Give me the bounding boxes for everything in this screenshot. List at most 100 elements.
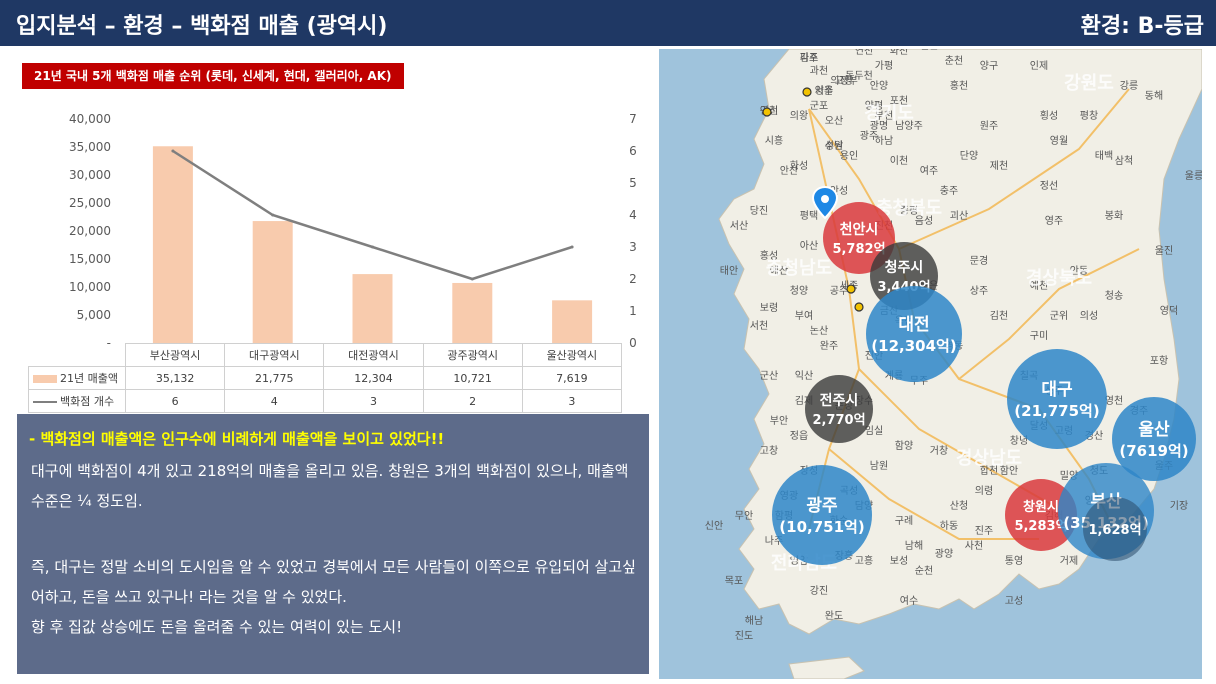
map-bubble-daejeon[interactable]: 대전 (12,304억) — [866, 286, 962, 382]
bubble-city-name: 울산 — [1138, 420, 1170, 440]
map-place-label: 함양 — [895, 440, 913, 452]
map-bubble-changwon[interactable]: 창원시 5,283억 — [1005, 479, 1077, 551]
line-swatch-icon — [33, 401, 57, 403]
map-place-label: 과천 — [810, 65, 828, 77]
map-canvas: 파주의정부서울인천수원안성평택당진서산이천여주원주횡성평창강릉동해태백제천충주영… — [705, 49, 1202, 679]
y-tick-label: - — [107, 336, 111, 350]
jeju-island — [788, 656, 865, 679]
y2-tick-label: 5 — [629, 176, 637, 190]
map-place-label: 양구 — [980, 60, 998, 72]
map-place-label: 보령 — [760, 302, 778, 314]
map-place-label: 김천 — [990, 310, 1008, 322]
header-bar: 입지분석 – 환경 – 백화점 매출 (광역시) 환경: B-등급 — [0, 0, 1216, 46]
map-place-label: 남양주 — [895, 120, 923, 132]
map-place-label: 산청 — [950, 500, 968, 512]
map-place-label: 군위 — [1050, 309, 1068, 322]
bubble-circle — [1083, 497, 1147, 561]
table-cell: 3 — [521, 389, 623, 413]
map-bubble-ulsan[interactable]: 울산 (7619억) — [1112, 397, 1196, 481]
map-place-label: 충주 — [940, 185, 958, 197]
page-title: 입지분석 – 환경 – 백화점 매출 (광역시) — [16, 14, 388, 39]
bar-swatch-icon — [33, 375, 57, 383]
map-place-label: 완도 — [825, 610, 843, 622]
table-cell: 3 — [323, 389, 424, 413]
map-place-label: 익산 — [795, 370, 813, 382]
bubble-sales-value: (21,775억) — [1014, 402, 1099, 420]
map-place-label: 고성 — [1005, 595, 1023, 607]
map-place-label: 횡성 — [1040, 110, 1058, 122]
map-place-label: 논산 — [810, 325, 828, 337]
y-tick-label: 10,000 — [69, 280, 111, 294]
y2-tick-label: 1 — [629, 304, 637, 318]
table-corner — [28, 343, 126, 367]
map-place-label: 동두천 — [845, 70, 873, 82]
map-place-label: 통영 — [1005, 555, 1023, 567]
korea-map[interactable]: 파주의정부서울인천수원안성평택당진서산이천여주원주횡성평창강릉동해태백제천충주영… — [659, 49, 1202, 679]
map-place-label: 당진 — [750, 205, 768, 217]
bubble-city-name: 창원시 — [1023, 499, 1059, 515]
table-cell: 35,132 — [124, 366, 226, 390]
map-place-label: 양평 — [865, 100, 883, 112]
table-header-row: 부산광역시 대구광역시 대전광역시 광주광역시 울산광역시 — [28, 343, 623, 367]
map-place-label: 성남 — [825, 140, 843, 152]
table-cell: 21,775 — [224, 366, 325, 390]
bubble-city-name: 청주시 — [885, 260, 924, 276]
bubble-circle — [772, 465, 872, 565]
map-place-label: 합천 — [980, 465, 998, 477]
map-place-label: 서산 — [730, 220, 748, 232]
map-place-label: 서울 — [815, 85, 833, 97]
chart-title-badge: 21년 국내 5개 백화점 매출 순위 (롯데, 신세계, 현대, 갤러리아, … — [22, 63, 404, 89]
legend-sales-label: 21년 매출액 — [60, 372, 118, 385]
table-cell: 4 — [224, 389, 325, 413]
line-point-대구광역시 — [271, 213, 275, 217]
line-point-대전광역시 — [371, 245, 374, 249]
map-place-label: 안양 — [870, 80, 888, 92]
bubble-city-name: 천안시 — [840, 221, 879, 238]
map-place-label: 철원 — [920, 49, 938, 52]
bubble-circle — [866, 286, 962, 382]
bubble-circle — [1005, 479, 1077, 551]
map-bubble-jeonju[interactable]: 전주시 2,770억 — [805, 375, 873, 443]
insight-note-panel: - 백화점의 매출액은 인구수에 비례하게 매출액을 보이고 있었다!! 대구에… — [17, 414, 649, 674]
bar-울산광역시 — [552, 300, 593, 343]
table-category: 광주광역시 — [422, 343, 523, 367]
map-place-label: 목포 — [725, 575, 743, 587]
map-place-label: 단양 — [960, 150, 978, 162]
map-bubble-daegu[interactable]: 대구 (21,775억) — [1007, 349, 1107, 449]
map-place-label: 화성 — [790, 160, 808, 172]
bubble-sales-value: (12,304억) — [871, 337, 956, 355]
map-place-label: 구미 — [1030, 330, 1048, 342]
map-place-label: 무안 — [735, 510, 753, 522]
bubble-sales-value: 5,283억 — [1014, 519, 1067, 534]
y-tick-label: 40,000 — [69, 112, 111, 126]
map-place-label: 파주 — [800, 52, 818, 64]
table-category: 부산광역시 — [124, 343, 226, 367]
map-place-label: 사천 — [965, 540, 983, 552]
map-place-label: 김포 — [800, 52, 818, 64]
note-paragraph-3: 향 후 집값 상승에도 돈을 올려줄 수 있는 여력이 있는 도시! — [31, 618, 403, 636]
map-bubble-busan2[interactable]: 1,628억 — [1083, 497, 1147, 561]
map-place-label: 기장 — [1170, 500, 1188, 512]
map-place-label: 하남 — [875, 134, 893, 147]
y2-tick-label: 3 — [629, 240, 637, 254]
y-tick-label: 25,000 — [69, 196, 111, 210]
legend-count: 백화점 개수 — [28, 389, 126, 413]
map-place-label: 의왕 — [790, 110, 808, 122]
map-place-label: 서천 — [750, 320, 768, 332]
map-place-label: 부여 — [795, 310, 813, 322]
map-place-label: 영덕 — [1160, 305, 1178, 317]
map-bubble-gwangju[interactable]: 광주 (10,751억) — [772, 465, 872, 565]
map-place-label: 평택 — [800, 210, 818, 222]
table-category: 대전광역시 — [323, 343, 424, 367]
map-place-label: 예산 — [770, 265, 788, 277]
bar-대구광역시 — [252, 221, 293, 343]
city-dot-icon — [854, 302, 864, 312]
bubble-circle — [1007, 349, 1107, 449]
bubble-city-name: 광주 — [806, 496, 838, 516]
map-place-label: 홍천 — [950, 79, 968, 92]
table-category: 울산광역시 — [521, 343, 623, 367]
map-place-label: 문경 — [970, 254, 988, 267]
bubble-circle — [1112, 397, 1196, 481]
map-place-label: 봉화 — [1105, 210, 1123, 222]
location-pin-icon[interactable] — [811, 185, 839, 220]
